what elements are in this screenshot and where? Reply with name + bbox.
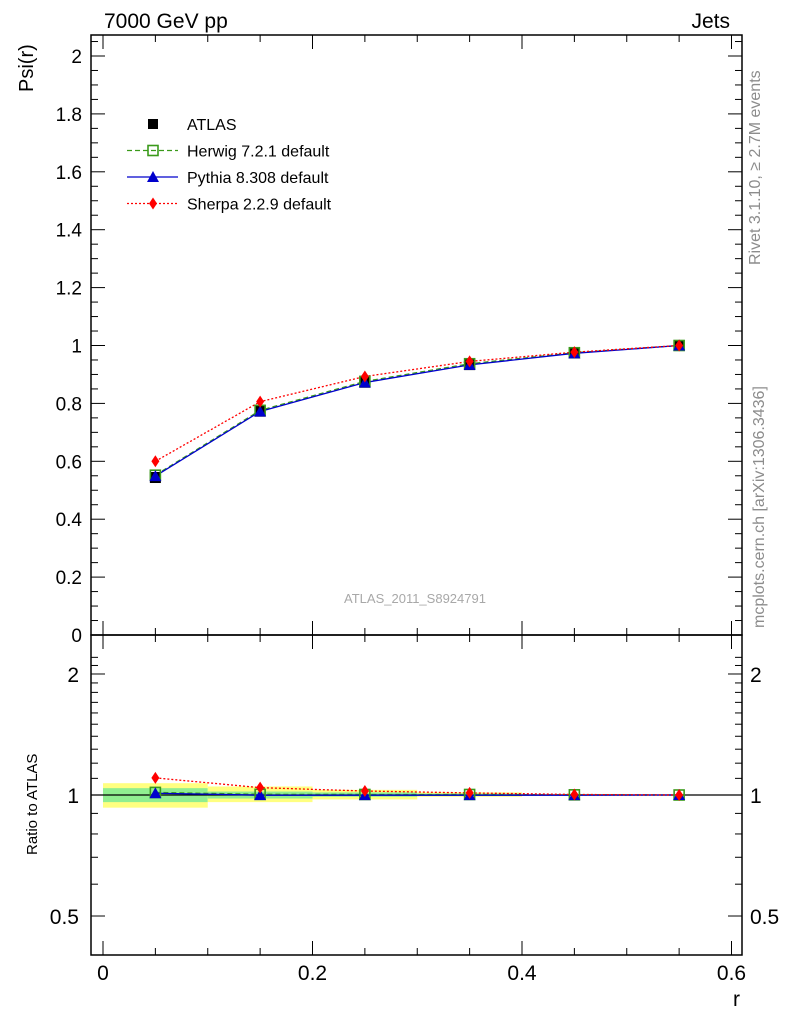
header-left: 7000 GeV pp <box>104 10 228 33</box>
main-ylabel: Psi(r) <box>16 44 38 92</box>
sherpa-ratio-point <box>465 786 474 799</box>
main-panel: 0 0.2 0.4 0.6 0.8 1 1.2 1.4 1.6 1.8 2 Psi(r) ATLAS… <box>16 34 743 647</box>
y-tick-label: 0.8 <box>56 394 82 415</box>
y-tick-label: 1.2 <box>56 279 82 300</box>
legend: ATLAS Herwig 7.2.1 default Pythia 8.308 de… <box>127 117 332 214</box>
header-right: Jets <box>691 10 730 33</box>
legend-herwig-label: Herwig 7.2.1 default <box>187 144 330 161</box>
main-series <box>149 339 686 484</box>
x-tick-label: 0.4 <box>507 962 537 985</box>
ratio-y-tick-label: 0.5 <box>50 906 79 929</box>
legend-atlas-label: ATLAS <box>187 117 237 134</box>
ratio-y-tick-label: 2 <box>67 664 79 687</box>
ratio-y-tick-label: 1 <box>67 785 79 808</box>
legend-herwig-marker <box>147 144 159 157</box>
ratio-y-tick-label-right: 1 <box>750 785 762 808</box>
legend-atlas-marker <box>148 119 158 129</box>
pythia-ratio-point <box>254 789 267 801</box>
sherpa-point <box>570 346 579 359</box>
y-tick-label: 1.6 <box>56 163 82 184</box>
y-tick-label: 1 <box>71 337 82 358</box>
herwig-line <box>155 344 680 476</box>
ratio-y-tick-label-right: 2 <box>750 664 762 687</box>
sherpa-ratio-line <box>155 777 680 796</box>
ratio-panel: 0 0.2 0.4 0.6 0.5 0.5 1 1 2 2 Ratio to ATLAS r <box>24 634 779 1011</box>
legend-sherpa-label: Sherpa 2.2.9 default <box>187 197 332 214</box>
y-tick-label: 1.8 <box>56 105 82 126</box>
sherpa-ratio-point <box>360 785 369 798</box>
ratio-axes: 0 0.2 0.4 0.6 0.5 0.5 1 1 2 2 <box>50 635 779 985</box>
legend-pythia-label: Pythia 8.308 default <box>187 170 329 187</box>
ratio-series <box>149 771 686 801</box>
sherpa-ratio-point <box>675 789 684 801</box>
sherpa-ratio-point <box>256 781 265 794</box>
legend-sherpa-marker <box>149 197 157 210</box>
sherpa-ratio-point <box>570 788 579 801</box>
x-tick-label: 0.6 <box>717 962 746 985</box>
pythia-point <box>149 470 162 482</box>
ratio-ylabel: Ratio to ATLAS <box>24 754 41 855</box>
mcplots-label: mcplots.cern.ch [arXiv:1306.3436] <box>751 386 768 628</box>
sherpa-point <box>465 355 474 368</box>
sherpa-point <box>151 455 160 468</box>
sherpa-point <box>256 395 265 408</box>
y-tick-label: 2 <box>71 47 82 68</box>
sherpa-point <box>360 370 369 383</box>
rivet-version-label: Rivet 3.1.10, ≥ 2.7M events <box>747 70 764 265</box>
y-tick-label: 0.4 <box>56 510 83 531</box>
legend-pythia-marker <box>147 171 159 182</box>
y-tick-label: 0.2 <box>56 568 82 589</box>
y-tick-label: 1.4 <box>56 221 83 242</box>
pythia-ratio-point <box>149 787 162 799</box>
main-axes: 0 0.2 0.4 0.6 0.8 1 1.2 1.4 1.6 1.8 2 <box>56 35 742 647</box>
sherpa-line <box>155 344 680 462</box>
y-tick-label: 0 <box>71 626 82 647</box>
sherpa-point <box>675 339 684 352</box>
y-tick-label: 0.6 <box>56 452 82 473</box>
ratio-y-tick-label-right: 0.5 <box>750 906 779 929</box>
x-tick-label: 0 <box>97 962 109 985</box>
x-tick-label: 0.2 <box>298 962 327 985</box>
x-axis-label: r <box>733 988 740 1011</box>
analysis-watermark: ATLAS_2011_S8924791 <box>344 591 486 606</box>
sherpa-ratio-point <box>151 771 160 784</box>
pythia-point <box>254 405 267 417</box>
pythia-line <box>155 344 680 477</box>
